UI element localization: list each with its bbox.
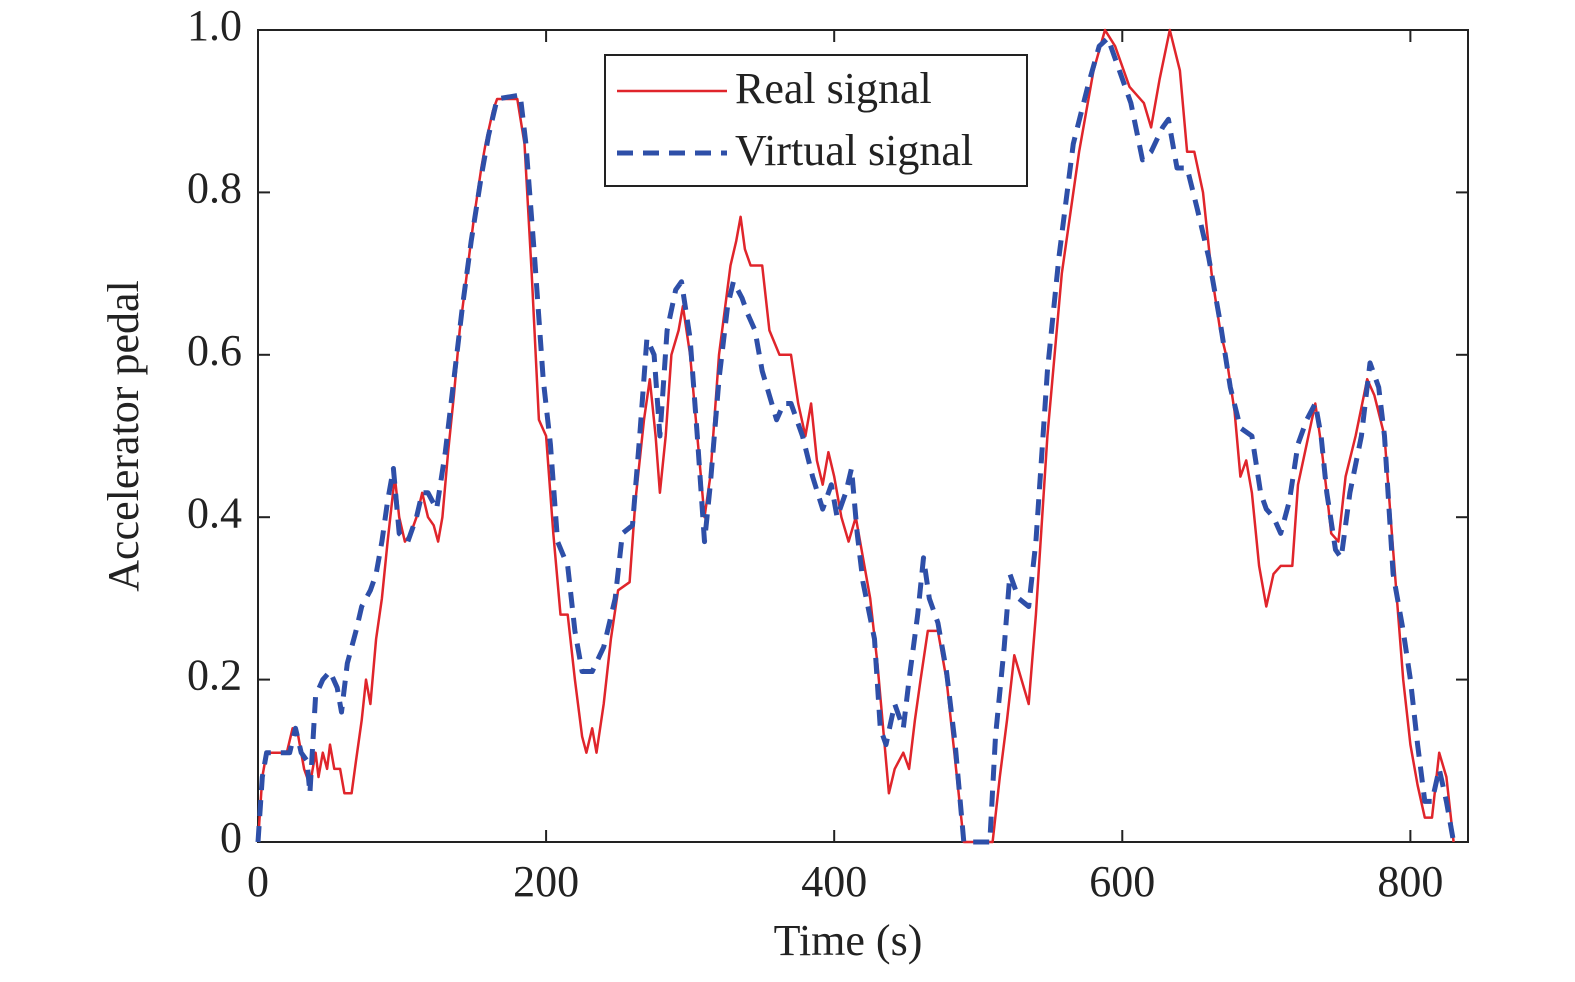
legend-label: Virtual signal xyxy=(735,126,973,175)
y-tick-label: 0 xyxy=(220,813,242,862)
y-axis-label: Accelerator pedal xyxy=(99,280,148,591)
x-tick-label: 0 xyxy=(247,857,269,906)
plot-frame xyxy=(257,29,1469,843)
y-tick-label: 0.8 xyxy=(187,163,242,212)
x-tick-label: 800 xyxy=(1377,857,1443,906)
series-line xyxy=(255,35,1457,845)
y-tick-label: 1.0 xyxy=(187,1,242,50)
legend-box xyxy=(604,54,1028,187)
x-tick-label: 400 xyxy=(801,857,867,906)
x-tick-label: 600 xyxy=(1089,857,1155,906)
x-axis-label: Time (s) xyxy=(774,916,923,965)
legend-label: Real signal xyxy=(735,64,932,113)
y-tick-label: 0.4 xyxy=(187,488,242,537)
y-tick-label: 0.2 xyxy=(187,651,242,700)
y-tick-label: 0.6 xyxy=(187,326,242,375)
x-tick-label: 200 xyxy=(513,857,579,906)
